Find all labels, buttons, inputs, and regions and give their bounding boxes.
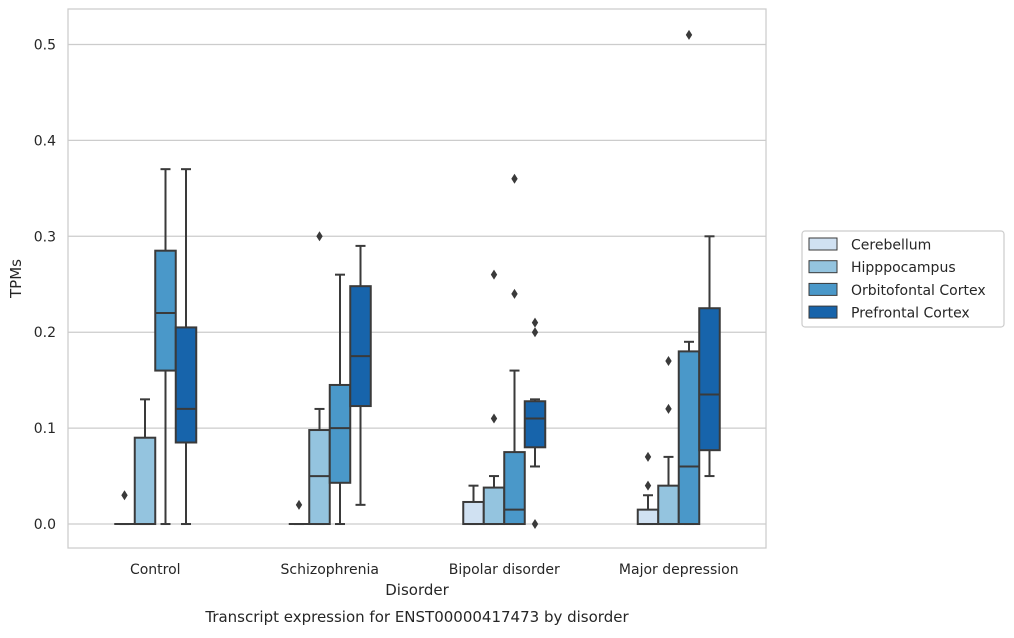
- box-1-2: [328, 273, 352, 526]
- x-tick-label: Major depression: [619, 562, 739, 578]
- outlier-point: [295, 499, 303, 510]
- legend-label: Orbitofontal Cortex: [851, 283, 986, 299]
- box-iqr: [133, 436, 157, 526]
- outlier-point: [665, 355, 672, 366]
- box-iqr: [349, 285, 372, 408]
- x-tick-labels: Control Schizophrenia Bipolar disorder Majo…: [130, 562, 739, 578]
- box-1-0: [288, 499, 310, 526]
- legend-swatch: [808, 282, 838, 296]
- box-0-3: [174, 168, 198, 526]
- outlier-point: [644, 480, 652, 491]
- legend-label: Hipppocampus: [851, 260, 956, 276]
- box-iqr: [462, 500, 485, 526]
- outlier-point: [665, 403, 672, 414]
- y-tick-labels: 0.0 0.1 0.2 0.3 0.4 0.5: [34, 37, 56, 533]
- box-iqr: [328, 383, 352, 484]
- x-tick-label: Schizophrenia: [281, 562, 379, 578]
- box-0-0: [114, 490, 135, 526]
- legend-label: Prefrontal Cortex: [851, 306, 970, 322]
- box-0-2: [154, 168, 177, 526]
- box-3-1: [657, 355, 680, 526]
- outlier-point: [511, 173, 518, 184]
- x-axis-label: Disorder: [385, 581, 449, 599]
- box-iqr: [677, 350, 701, 526]
- legend-swatch: [808, 260, 838, 274]
- box-iqr: [657, 484, 680, 526]
- y-tick-label: 0.2: [34, 325, 56, 341]
- outlier-point: [644, 451, 652, 462]
- legend: Cerebellum Hipppocampus Orbitofontal Corte…: [801, 230, 1005, 328]
- outlier-point: [685, 29, 693, 40]
- box-0-1: [133, 398, 157, 526]
- outlier-point: [490, 269, 498, 280]
- outlier-point: [511, 288, 518, 299]
- box-iqr: [523, 400, 547, 449]
- box-2-3: [523, 317, 547, 530]
- box-1-3: [349, 244, 372, 506]
- boxes: [114, 29, 721, 530]
- y-tick-label: 0.3: [34, 229, 56, 245]
- box-iqr: [636, 508, 660, 526]
- outlier-point: [531, 327, 539, 338]
- box-iqr: [698, 307, 721, 452]
- box-iqr: [482, 486, 506, 526]
- legend-swatch: [808, 237, 838, 251]
- y-tick-label: 0.5: [34, 37, 56, 53]
- box-3-3: [698, 235, 721, 478]
- plot-frame: [67, 8, 767, 549]
- box-iqr: [503, 451, 526, 526]
- outlier-point: [490, 413, 498, 424]
- y-tick-label: 0.0: [34, 517, 56, 533]
- legend-label: Cerebellum: [851, 238, 931, 254]
- outlier-point: [531, 317, 539, 328]
- y-tick-label: 0.1: [34, 421, 56, 437]
- outlier-point: [121, 490, 128, 501]
- chart-title: Transcript expression for ENST0000041747…: [204, 608, 629, 626]
- legend-swatch: [808, 305, 838, 319]
- y-axis-label: TPMs: [7, 259, 25, 299]
- y-tick-label: 0.4: [34, 133, 56, 149]
- box-2-2: [503, 173, 526, 526]
- x-tick-label: Bipolar disorder: [449, 562, 560, 578]
- x-tick-label: Control: [130, 562, 181, 578]
- outlier-point: [531, 519, 539, 530]
- box-iqr: [154, 249, 177, 372]
- box-iqr: [174, 326, 198, 444]
- outlier-point: [316, 231, 323, 242]
- legend-frame: [801, 230, 1005, 328]
